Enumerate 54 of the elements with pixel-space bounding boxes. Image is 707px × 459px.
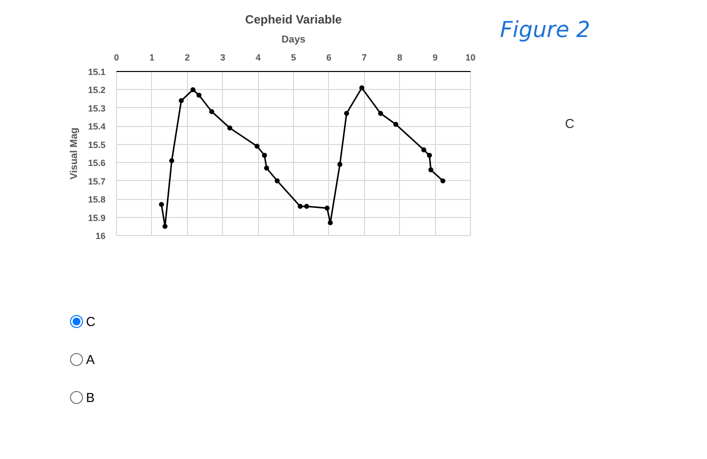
y-tick-label: 15.6 [88, 158, 106, 168]
x-tick-label: 5 [290, 52, 296, 62]
x-tick-label: 0 [114, 52, 120, 62]
point [324, 206, 330, 211]
y-tick-label: 16 [95, 231, 106, 241]
point [178, 98, 184, 104]
point [169, 158, 174, 164]
y-tick-label: 15.9 [88, 212, 106, 223]
y-tick-label: 15.2 [88, 85, 106, 96]
point [274, 178, 280, 184]
text: A [86, 352, 95, 367]
point [378, 110, 384, 116]
y-tick-label: 15.7 [88, 176, 106, 186]
x-tick-label: 4 [256, 52, 261, 62]
y-tick-label: 15.1 [88, 67, 106, 77]
y-axis-title: Visual Mag [68, 127, 80, 180]
point [264, 166, 270, 171]
text: B [86, 390, 95, 405]
point [190, 87, 196, 92]
point [298, 204, 303, 209]
point [262, 152, 267, 158]
x-tick-label: 7 [362, 52, 367, 62]
x-tick-label: 8 [397, 52, 402, 62]
x-tick-label: 3 [220, 52, 226, 62]
point [227, 125, 232, 130]
point [158, 202, 164, 208]
point [304, 204, 310, 209]
y-tick-label: 15.3 [88, 103, 106, 114]
point [254, 144, 260, 149]
point [393, 122, 398, 127]
point [196, 92, 202, 98]
x-tick-label: 9 [432, 52, 438, 62]
point [440, 178, 446, 184]
point [337, 162, 342, 167]
chart-title: Cepheid Variable [245, 12, 342, 26]
point [209, 109, 214, 114]
point [162, 224, 168, 229]
x-axis-title: Days [282, 34, 306, 46]
text: C [86, 314, 96, 329]
y-tick-label: 15.5 [88, 140, 106, 150]
y-tick-label: 15.4 [88, 122, 106, 132]
text: C [565, 115, 574, 133]
x-tick-label: 6 [326, 52, 332, 62]
point [344, 110, 350, 116]
point [421, 147, 426, 152]
point [426, 152, 432, 158]
x-tick-label: 2 [184, 52, 190, 62]
x-tick-label: 10 [465, 52, 476, 62]
y-tick-label: 15.8 [88, 194, 106, 205]
x-tick-label: 1 [149, 52, 154, 62]
point [359, 85, 364, 90]
caption: Figure 2 [500, 17, 590, 45]
point [328, 220, 333, 226]
point [428, 167, 434, 172]
